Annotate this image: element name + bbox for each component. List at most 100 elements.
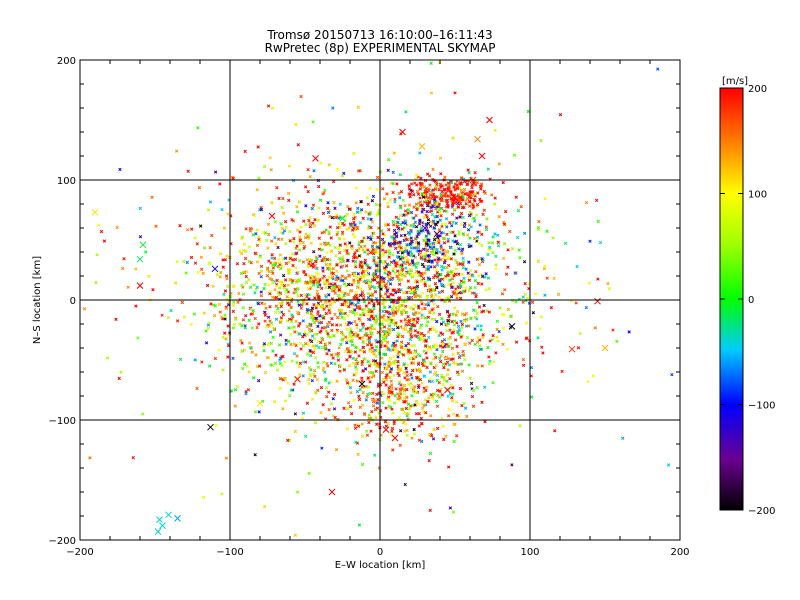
data-point xyxy=(496,244,501,248)
data-point xyxy=(536,336,540,340)
data-point xyxy=(392,151,396,155)
data-point xyxy=(318,254,322,258)
data-point xyxy=(316,340,321,344)
data-point xyxy=(330,270,334,275)
data-point xyxy=(82,307,87,311)
data-point xyxy=(262,310,267,314)
data-point xyxy=(475,386,479,390)
data-point xyxy=(407,285,412,290)
data-point xyxy=(361,216,365,220)
data-point xyxy=(224,306,229,311)
data-point xyxy=(452,328,456,332)
data-point xyxy=(306,286,311,291)
data-point xyxy=(325,361,329,366)
data-point xyxy=(255,365,260,369)
data-point xyxy=(354,371,359,376)
data-point xyxy=(401,291,406,295)
data-point xyxy=(514,195,518,199)
data-point xyxy=(438,389,442,393)
data-point xyxy=(399,342,403,346)
data-point xyxy=(366,235,370,240)
data-point xyxy=(351,232,355,237)
data-point xyxy=(485,217,489,221)
data-point xyxy=(280,363,284,368)
data-point xyxy=(279,230,283,235)
data-point xyxy=(407,203,412,207)
data-point xyxy=(467,213,472,218)
data-point xyxy=(420,422,424,426)
data-point xyxy=(222,292,226,296)
data-point xyxy=(480,274,485,278)
data-point xyxy=(427,259,431,264)
data-point xyxy=(455,260,459,265)
data-point xyxy=(369,251,373,255)
data-point xyxy=(475,300,479,305)
data-point xyxy=(398,270,403,274)
data-point xyxy=(448,221,452,225)
data-point xyxy=(239,338,243,343)
data-point xyxy=(262,342,267,346)
data-point xyxy=(432,219,436,223)
data-point xyxy=(446,257,450,261)
data-point xyxy=(388,316,393,320)
data-point xyxy=(150,195,154,199)
data-point xyxy=(370,244,375,248)
data-point xyxy=(467,363,471,367)
data-point xyxy=(300,416,305,420)
data-point xyxy=(426,320,430,324)
data-point xyxy=(298,341,303,346)
data-point xyxy=(317,184,321,189)
data-point xyxy=(185,260,189,265)
data-point xyxy=(295,244,299,248)
data-point xyxy=(409,210,414,215)
data-point xyxy=(432,302,436,306)
data-point xyxy=(350,244,354,248)
data-point xyxy=(349,411,354,416)
data-point xyxy=(250,227,254,231)
data-point xyxy=(400,274,404,278)
data-point xyxy=(404,110,408,114)
data-point xyxy=(360,265,364,269)
data-point xyxy=(325,322,330,326)
data-point xyxy=(380,315,384,319)
data-point xyxy=(219,270,223,275)
data-point xyxy=(259,275,263,279)
data-point xyxy=(348,354,352,358)
data-point xyxy=(274,317,279,321)
data-point xyxy=(240,235,245,239)
data-point xyxy=(199,255,203,259)
data-point xyxy=(576,346,581,350)
data-point xyxy=(330,216,334,220)
data-point xyxy=(440,222,444,226)
data-point xyxy=(307,262,311,266)
data-point xyxy=(356,452,360,457)
data-point xyxy=(522,260,527,264)
data-point xyxy=(255,188,259,192)
data-point xyxy=(388,271,392,275)
data-point xyxy=(415,189,420,194)
data-point xyxy=(371,316,376,321)
data-point xyxy=(440,289,445,294)
data-point xyxy=(273,361,278,365)
data-point xyxy=(434,184,438,188)
data-point xyxy=(458,362,462,366)
data-point xyxy=(437,333,441,338)
data-point xyxy=(402,388,407,392)
data-point xyxy=(251,233,255,237)
data-point xyxy=(359,260,363,264)
data-point xyxy=(406,342,411,346)
data-point xyxy=(346,258,350,262)
data-point xyxy=(316,365,321,369)
data-point xyxy=(556,292,561,296)
data-point xyxy=(353,357,358,361)
chart-title: Tromsø 20150713 16:10:00–16:11:43 xyxy=(266,28,492,42)
data-point xyxy=(331,271,335,276)
data-point xyxy=(434,355,438,360)
data-point xyxy=(276,245,280,250)
data-point xyxy=(459,211,464,216)
data-point xyxy=(392,318,396,322)
data-point xyxy=(627,330,631,334)
data-point xyxy=(182,259,186,264)
data-point xyxy=(415,284,420,288)
data-point xyxy=(457,247,461,251)
